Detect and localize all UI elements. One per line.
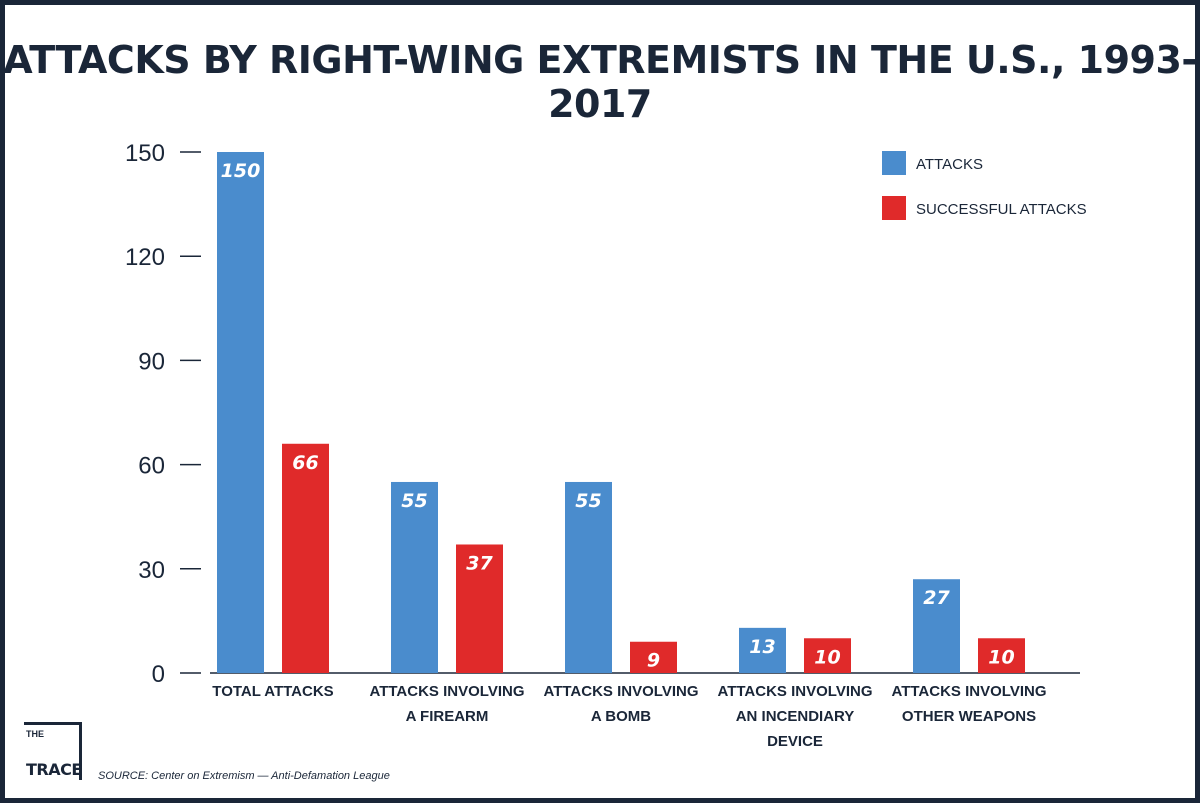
data-label: 37: [466, 552, 493, 574]
legend-swatch-successful: [882, 196, 906, 220]
y-tick-label: 0: [152, 661, 165, 688]
legend-label: SUCCESSFUL ATTACKS: [916, 201, 1087, 218]
y-tick-label: 150: [125, 140, 165, 167]
data-label: 66: [292, 452, 318, 474]
logo-frame: [24, 722, 82, 780]
data-label: 55: [401, 490, 427, 512]
x-category-label: ATTACKS INVOLVING: [892, 683, 1047, 700]
data-label: 150: [221, 160, 261, 182]
x-category-label: A BOMB: [591, 708, 651, 725]
bar-attacks: [391, 481, 438, 673]
data-label: 9: [647, 650, 660, 672]
x-category-label: AN INCENDIARY: [736, 708, 855, 725]
data-label: 10: [988, 646, 1014, 668]
y-tick-label: 90: [138, 348, 165, 375]
bar-successful-attacks: [804, 638, 851, 673]
x-category-label: ATTACKS INVOLVING: [370, 683, 525, 700]
bar-successful-attacks: [456, 544, 503, 673]
data-label: 27: [923, 587, 950, 609]
x-category-label: ATTACKS INVOLVING: [544, 683, 699, 700]
x-category-label: OTHER WEAPONS: [902, 708, 1036, 725]
y-tick-label: 30: [138, 557, 165, 584]
logo-text-bottom: TRACE: [26, 760, 82, 779]
bar-attacks: [565, 481, 612, 673]
x-category-label: DEVICE: [767, 733, 823, 750]
legend-label: ATTACKS: [916, 156, 983, 173]
bar-successful-attacks: [282, 443, 329, 673]
x-category-label: ATTACKS INVOLVING: [718, 683, 873, 700]
data-label: 55: [575, 490, 601, 512]
data-label: 10: [814, 646, 840, 668]
source-note: SOURCE: Center on Extremism — Anti-Defam…: [98, 770, 390, 782]
bar-successful-attacks: [630, 641, 677, 673]
data-label: 13: [749, 636, 775, 658]
y-tick-label: 120: [125, 244, 165, 271]
chart-title: ATTACKS BY RIGHT-WING EXTREMISTS IN THE …: [3, 38, 1197, 126]
bar-successful-attacks: [978, 638, 1025, 673]
x-category-label: A FIREARM: [406, 708, 489, 725]
bar-attacks: [739, 627, 786, 673]
legend-swatch-attacks: [882, 151, 906, 175]
bar-attacks: [217, 152, 264, 673]
y-tick-label: 60: [138, 453, 165, 480]
x-category-label: TOTAL ATTACKS: [212, 683, 333, 700]
the-trace-logo: THE TRACE: [24, 722, 84, 784]
bar-attacks: [913, 579, 960, 673]
logo-text-top: THE: [26, 729, 44, 739]
